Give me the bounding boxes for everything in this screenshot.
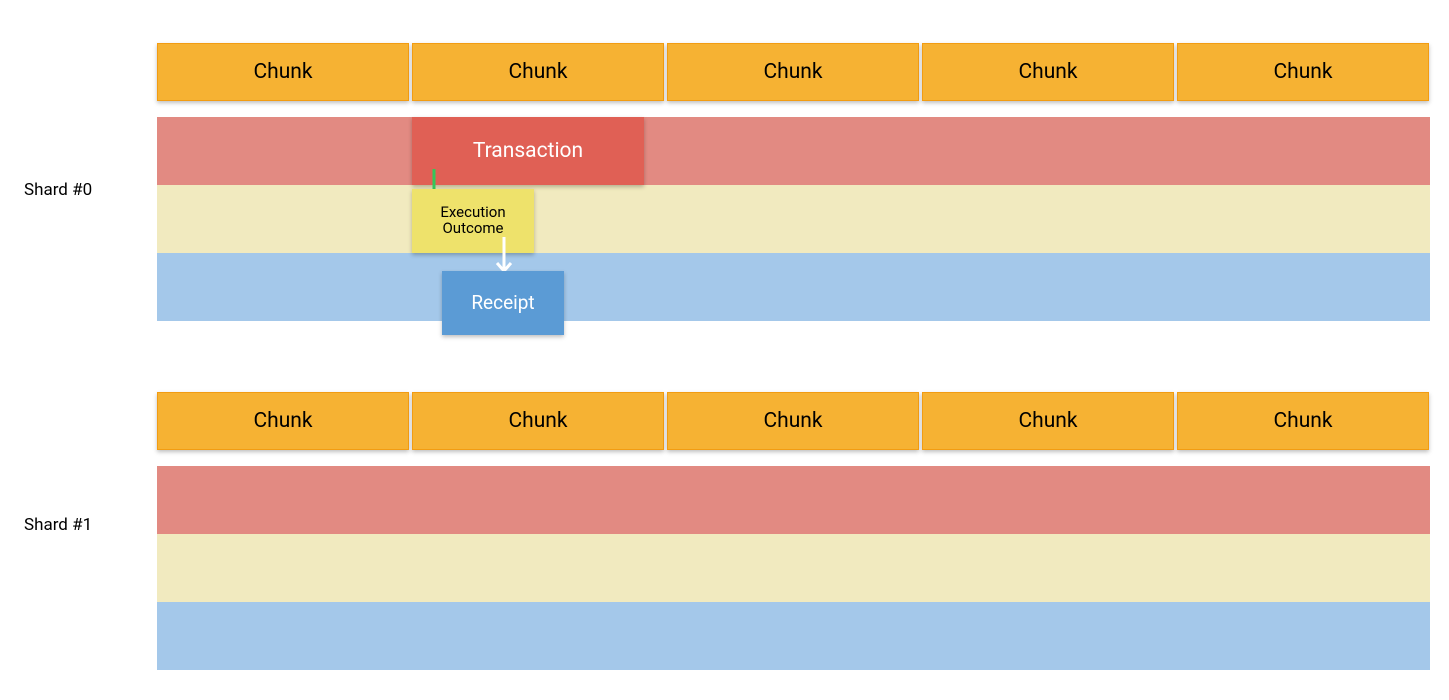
chunk: Chunk: [922, 392, 1174, 450]
shard-1-track-yellow: [157, 534, 1430, 602]
shard-1-track-red: [157, 466, 1430, 534]
chunk: Chunk: [667, 392, 919, 450]
execution-outcome-text: Execution Outcome: [440, 205, 505, 237]
shard-0-chunk-row: Chunk Chunk Chunk Chunk Chunk: [157, 43, 1430, 101]
chunk: Chunk: [412, 392, 664, 450]
chunk: Chunk: [922, 43, 1174, 101]
receipt-badge: Receipt: [442, 271, 564, 335]
chunk: Chunk: [667, 43, 919, 101]
execution-outcome-badge: Execution Outcome: [412, 189, 534, 253]
shard-1-label: Shard #1: [24, 515, 92, 535]
transaction-badge: Transaction: [412, 117, 644, 185]
chunk: Chunk: [157, 43, 409, 101]
shard-0-track-yellow: [157, 185, 1430, 253]
shard-1-track-blue: [157, 602, 1430, 670]
chunk: Chunk: [1177, 392, 1429, 450]
shard-0-label: Shard #0: [24, 180, 92, 200]
shard-1-chunk-row: Chunk Chunk Chunk Chunk Chunk: [157, 392, 1430, 450]
chunk: Chunk: [1177, 43, 1429, 101]
chunk: Chunk: [412, 43, 664, 101]
shard-0-track-red: [157, 117, 1430, 185]
shard-0-track-blue: [157, 253, 1430, 321]
chunk: Chunk: [157, 392, 409, 450]
